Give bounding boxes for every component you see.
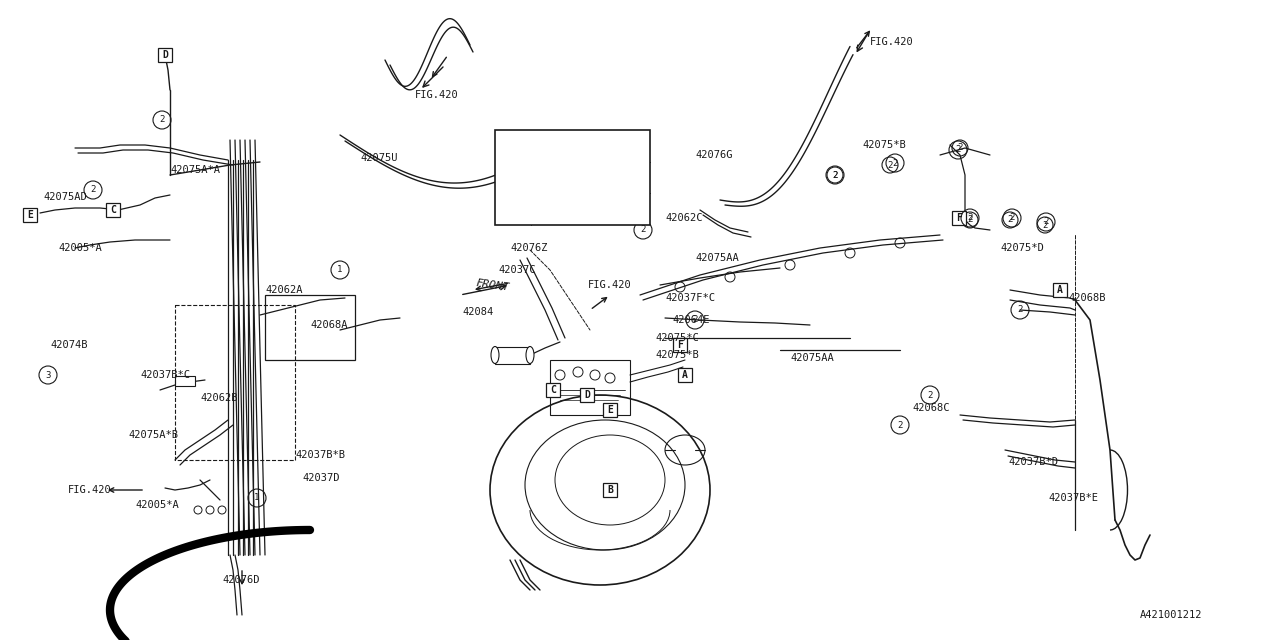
Text: F: F — [956, 213, 963, 223]
Bar — [952, 211, 966, 225]
Text: 2: 2 — [968, 216, 973, 225]
Text: 42062B: 42062B — [200, 393, 238, 403]
Text: F: F — [677, 340, 684, 350]
Text: 42005*A: 42005*A — [134, 500, 179, 510]
Text: A421001212: A421001212 — [1140, 610, 1202, 620]
Text: 42068B: 42068B — [1068, 293, 1106, 303]
Text: B: B — [607, 485, 613, 495]
Text: 2: 2 — [511, 173, 516, 182]
Text: 42075AD: 42075AD — [44, 192, 87, 202]
Text: 1: 1 — [338, 266, 343, 275]
Bar — [495, 130, 650, 225]
Text: 2: 2 — [832, 170, 837, 179]
Text: 2: 2 — [1018, 305, 1023, 314]
Bar — [495, 347, 530, 364]
Text: 42037B*C: 42037B*C — [140, 370, 189, 380]
Text: 42084: 42084 — [462, 307, 493, 317]
Text: 42037C: 42037C — [498, 265, 535, 275]
Text: D: D — [163, 50, 168, 60]
Text: 42075*D: 42075*D — [1000, 243, 1043, 253]
Text: 2: 2 — [1043, 218, 1048, 227]
Bar — [265, 295, 355, 360]
Text: 42037B*D: 42037B*D — [1009, 457, 1059, 467]
Text: 2: 2 — [159, 115, 165, 125]
Text: E: E — [607, 405, 613, 415]
Text: 42005*A: 42005*A — [58, 243, 101, 253]
Text: 2: 2 — [91, 186, 96, 195]
Text: 42062A: 42062A — [265, 285, 302, 295]
Text: 42075*B: 42075*B — [861, 140, 906, 150]
Text: 2: 2 — [1010, 214, 1015, 223]
Bar — [157, 48, 172, 62]
Text: 42064E: 42064E — [672, 315, 709, 325]
Bar — [550, 360, 630, 415]
Text: 1: 1 — [511, 141, 516, 150]
Text: 2: 2 — [640, 225, 645, 234]
Text: 2: 2 — [1042, 221, 1048, 230]
Text: 42075AA: 42075AA — [790, 353, 833, 363]
Bar — [106, 203, 120, 217]
Text: 42075*C: 42075*C — [655, 333, 699, 343]
Text: 1: 1 — [255, 493, 260, 502]
Text: 42075A*A: 42075A*A — [170, 165, 220, 175]
Text: 42075AA: 42075AA — [695, 253, 739, 263]
Text: 42068A: 42068A — [310, 320, 347, 330]
Bar — [603, 483, 617, 497]
Bar — [673, 338, 687, 352]
Text: 2: 2 — [927, 390, 933, 399]
Text: FIG.420: FIG.420 — [68, 485, 111, 495]
Text: 2: 2 — [1007, 216, 1012, 225]
Bar — [547, 383, 561, 397]
Bar — [603, 403, 617, 417]
Bar — [23, 208, 37, 222]
Text: 42075*B: 42075*B — [655, 350, 699, 360]
Text: FIG.420: FIG.420 — [415, 90, 458, 100]
Text: 42075A*B: 42075A*B — [128, 430, 178, 440]
Text: C: C — [550, 385, 556, 395]
Text: 2: 2 — [897, 420, 902, 429]
Text: 42037D: 42037D — [302, 473, 339, 483]
Ellipse shape — [526, 346, 534, 364]
Text: 42074B: 42074B — [50, 340, 87, 350]
Text: 42075U: 42075U — [360, 153, 398, 163]
Bar — [580, 388, 594, 402]
Text: 2: 2 — [957, 143, 963, 152]
Bar — [678, 368, 692, 382]
Text: 2: 2 — [832, 170, 837, 179]
Text: 0923S*B: 0923S*B — [538, 141, 584, 151]
Text: 42037B*B: 42037B*B — [294, 450, 346, 460]
Bar — [175, 305, 294, 460]
Text: 42068C: 42068C — [911, 403, 950, 413]
Text: FRONT: FRONT — [475, 278, 509, 292]
Text: 2: 2 — [955, 145, 961, 154]
Text: 42037F*B: 42037F*B — [538, 204, 591, 214]
Text: A: A — [682, 370, 687, 380]
Text: 2: 2 — [887, 161, 892, 170]
Text: 2: 2 — [692, 316, 698, 324]
Text: FIG.420: FIG.420 — [870, 37, 914, 47]
Text: 42076D: 42076D — [221, 575, 260, 585]
Text: 3: 3 — [45, 371, 51, 380]
Text: 42037B*E: 42037B*E — [1048, 493, 1098, 503]
Text: C: C — [110, 205, 116, 215]
Bar — [175, 376, 195, 386]
Text: D: D — [584, 390, 590, 400]
Text: FIG.420: FIG.420 — [588, 280, 632, 290]
Text: 42076Z: 42076Z — [509, 243, 548, 253]
Text: E: E — [27, 210, 33, 220]
Ellipse shape — [492, 346, 499, 364]
Text: 42062C: 42062C — [666, 213, 703, 223]
Bar — [1053, 283, 1068, 297]
Text: 2: 2 — [968, 214, 973, 223]
Text: 42037F*C: 42037F*C — [666, 293, 716, 303]
Text: 42076G: 42076G — [695, 150, 732, 160]
Text: 0923S*A: 0923S*A — [538, 173, 584, 182]
Text: A: A — [1057, 285, 1062, 295]
Text: 2: 2 — [892, 159, 897, 168]
Text: 3: 3 — [511, 205, 516, 214]
